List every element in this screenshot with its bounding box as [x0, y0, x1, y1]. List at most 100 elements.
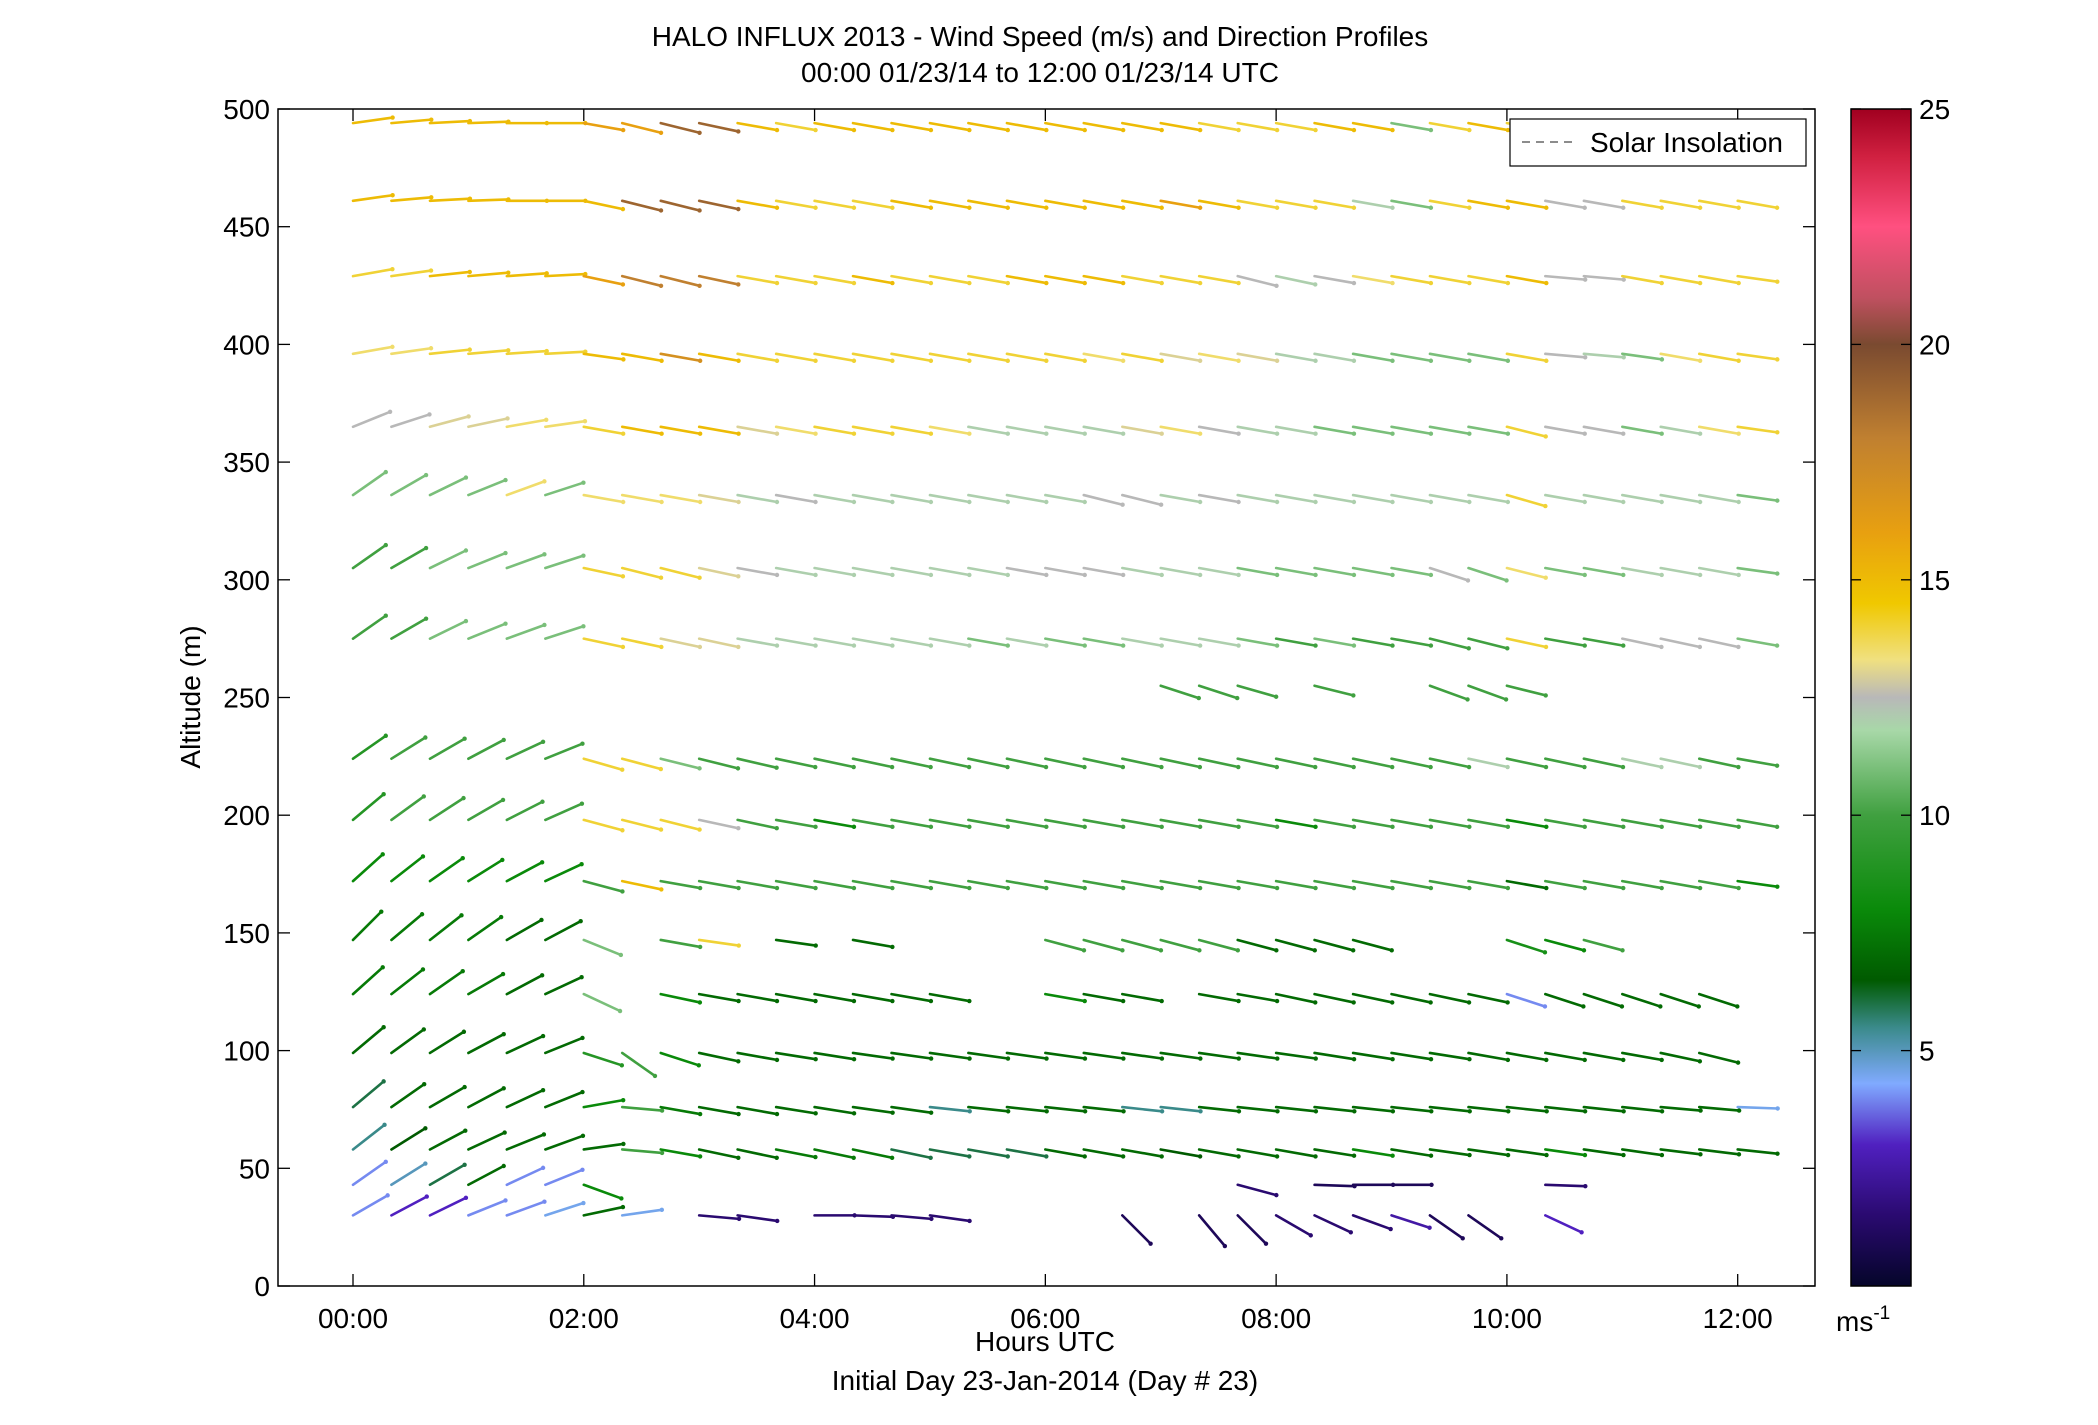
wind-arrow	[1505, 1105, 1549, 1114]
wind-arrow	[582, 121, 626, 133]
wind-arrow	[1582, 1105, 1626, 1114]
wind-arrow	[351, 791, 386, 822]
wind-arrow	[1467, 757, 1510, 770]
wind-arrow	[1274, 493, 1318, 505]
wind-arrow	[505, 799, 545, 822]
wind-arrow	[813, 566, 857, 578]
wind-arrow	[890, 352, 934, 363]
wind-arrow	[1313, 1214, 1354, 1235]
wind-arrow	[1082, 352, 1126, 363]
wind-arrow	[1736, 199, 1780, 210]
wind-arrow	[467, 1086, 506, 1109]
wind-arrow	[1005, 493, 1049, 505]
wind-arrow	[813, 992, 857, 1004]
wind-arrow	[544, 553, 586, 570]
wind-arrow	[1159, 493, 1203, 505]
wind-arrow	[1659, 199, 1703, 210]
wind-arrow	[582, 1141, 626, 1151]
wind-arrow	[774, 199, 818, 210]
wind-arrow	[1505, 493, 1548, 509]
wind-arrow	[659, 818, 702, 832]
wind-arrow	[1197, 637, 1241, 648]
wind-arrow	[505, 348, 549, 356]
wind-arrow	[582, 199, 626, 212]
wind-arrow	[1313, 992, 1356, 1005]
wind-arrow	[1121, 121, 1164, 133]
legend-label: Solar Insolation	[1590, 127, 1783, 158]
wind-arrow	[697, 121, 741, 134]
wind-arrow	[1236, 757, 1280, 770]
wind-arrow	[1467, 992, 1510, 1005]
wind-arrow	[428, 968, 465, 996]
wind-arrow	[1544, 493, 1587, 505]
wind-arrow	[1467, 1051, 1511, 1063]
wind-arrow	[582, 757, 625, 772]
wind-arrow	[1313, 879, 1357, 891]
wind-arrow	[390, 472, 429, 497]
wind-arrow	[620, 352, 664, 363]
wind-arrow	[890, 1214, 934, 1222]
colorbar-gradient	[1850, 108, 1912, 1287]
wind-arrow	[1236, 566, 1280, 578]
wind-arrow	[1428, 879, 1472, 891]
wind-arrow	[505, 1033, 546, 1055]
wind-arrow	[1005, 879, 1049, 891]
wind-arrow	[736, 274, 780, 286]
wind-arrow	[1659, 818, 1703, 830]
wind-arrow	[390, 1027, 426, 1055]
wind-arrow	[1659, 992, 1701, 1009]
wind-arrow	[544, 419, 588, 429]
wind-arrow	[467, 1130, 507, 1151]
wind-arrow	[659, 938, 703, 950]
wind-arrow	[428, 1084, 467, 1109]
wind-arrow	[1274, 879, 1318, 891]
wind-arrow	[1697, 818, 1741, 830]
wind-arrow	[1544, 274, 1588, 282]
wind-arrow	[774, 938, 818, 948]
wind-arrow	[1197, 818, 1241, 830]
wind-arrow	[1697, 1105, 1742, 1113]
wind-arrow	[351, 733, 388, 761]
wind-arrow	[1390, 992, 1433, 1005]
wind-arrow	[544, 1035, 585, 1055]
wind-arrow	[1005, 1148, 1049, 1159]
wind-arrow	[544, 801, 585, 822]
wind-arrow	[1582, 493, 1626, 505]
wind-arrow	[890, 757, 933, 770]
wind-arrow	[1159, 879, 1203, 891]
wind-arrow	[1121, 1051, 1165, 1061]
wind-arrow	[1544, 879, 1587, 891]
colorbar-unit-exp: -1	[1873, 1303, 1890, 1324]
wind-arrow	[1505, 992, 1548, 1009]
wind-arrow	[1044, 879, 1087, 891]
wind-arrow	[582, 493, 626, 505]
wind-arrow	[1736, 493, 1780, 503]
wind-arrow	[1274, 992, 1318, 1005]
wind-arrow	[774, 1051, 818, 1062]
wind-arrow	[1274, 1148, 1318, 1159]
wind-arrow	[1467, 1148, 1511, 1158]
wind-arrow	[1351, 757, 1395, 770]
wind-arrow	[659, 121, 702, 136]
wind-arrow	[659, 274, 702, 289]
wind-arrow	[774, 1148, 818, 1160]
wind-arrow	[659, 1148, 703, 1159]
wind-arrow	[1620, 757, 1664, 770]
wind-arrow	[1197, 274, 1241, 286]
wind-arrow	[1544, 1183, 1588, 1189]
wind-arrow	[736, 352, 780, 363]
wind-arrow	[1736, 879, 1780, 889]
wind-arrow	[774, 637, 818, 648]
wind-arrow	[1313, 352, 1357, 363]
wind-arrow	[1082, 566, 1126, 578]
wind-arrow	[736, 121, 780, 133]
wind-arrow	[1236, 121, 1280, 133]
wind-arrow	[1390, 818, 1434, 830]
wind-arrow	[1313, 566, 1357, 578]
wind-arrow	[1313, 818, 1357, 830]
wind-arrow	[813, 425, 857, 436]
wind-arrow	[851, 879, 895, 891]
wind-arrow	[1274, 1105, 1319, 1114]
wind-arrow	[390, 268, 434, 278]
